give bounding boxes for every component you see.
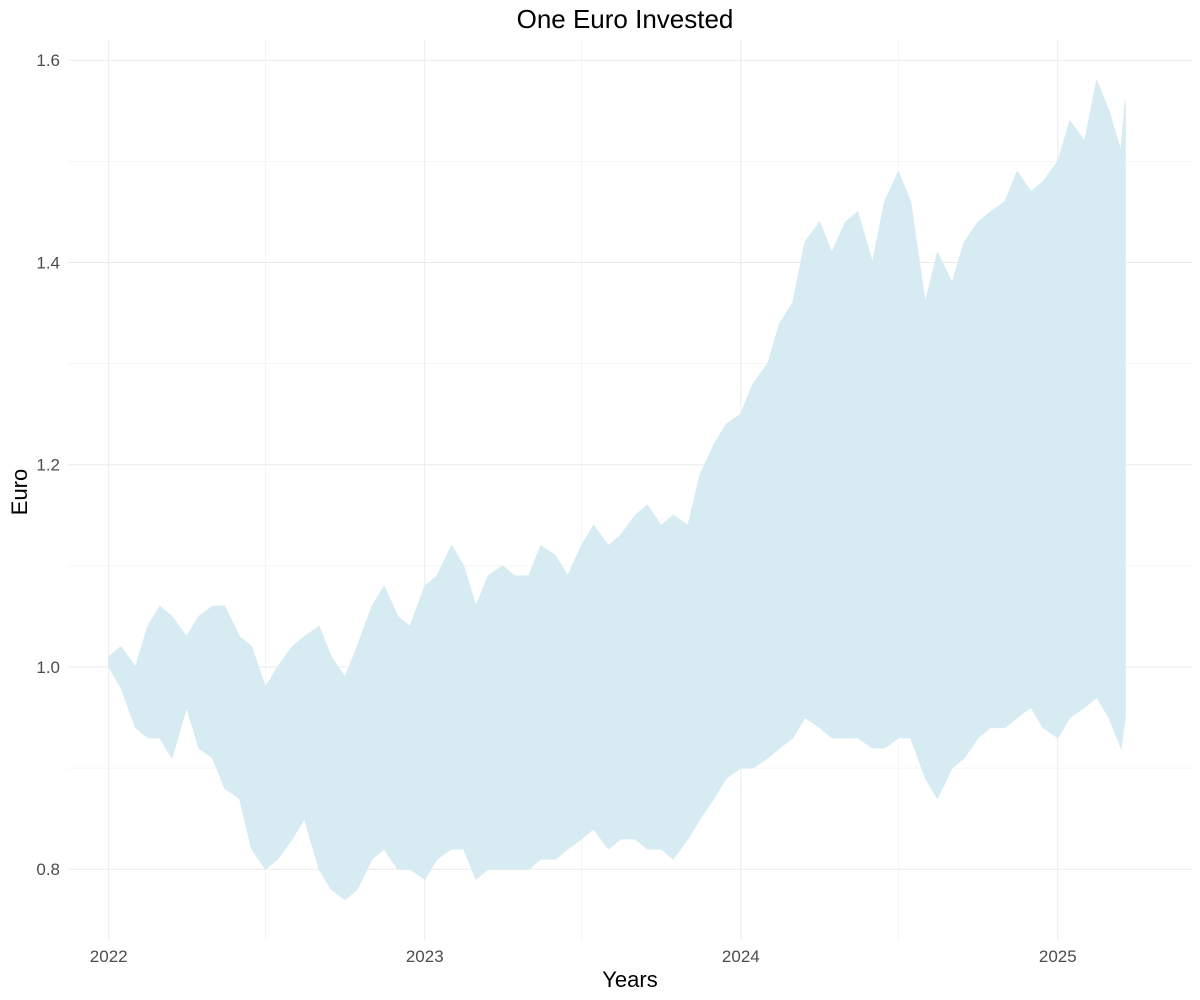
x-tick-label: 2025	[1039, 947, 1077, 966]
y-tick-label: 1.6	[36, 51, 60, 70]
x-axis-title: Years	[602, 967, 657, 992]
chart-title: One Euro Invested	[517, 4, 734, 34]
y-tick-label: 1.2	[36, 456, 60, 475]
y-tick-label: 0.8	[36, 860, 60, 879]
x-tick-label: 2022	[90, 947, 128, 966]
area-band	[108, 78, 1126, 901]
y-tick-label: 1.0	[36, 658, 60, 677]
y-tick-label: 1.4	[36, 253, 60, 272]
x-axis-ticks: 2022 2023 2024 2025	[90, 947, 1077, 966]
x-tick-label: 2024	[722, 947, 760, 966]
x-tick-label: 2023	[406, 947, 444, 966]
y-axis-title: Euro	[7, 469, 32, 515]
y-axis-ticks: 0.8 1.0 1.2 1.4 1.6	[36, 51, 60, 879]
